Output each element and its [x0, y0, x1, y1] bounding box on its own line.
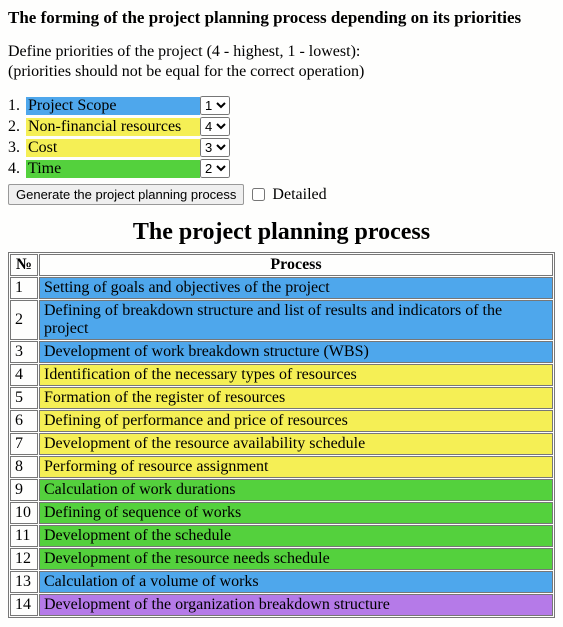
priority-row: 3.Cost 1234	[8, 138, 555, 157]
instructions-line1: Define priorities of the project (4 - hi…	[8, 43, 360, 60]
row-process: Calculation of work durations	[39, 479, 553, 501]
row-num: 14	[10, 594, 38, 616]
table-row: 13Calculation of a volume of works	[10, 571, 553, 593]
col-header-process: Process	[39, 254, 553, 276]
instructions: Define priorities of the project (4 - hi…	[8, 42, 555, 82]
priority-label: Cost	[26, 139, 200, 157]
priority-row: 2.Non-financial resources 1234	[8, 117, 555, 136]
priority-label: Non-financial resources	[26, 118, 200, 136]
row-process: Development of the organization breakdow…	[39, 594, 553, 616]
row-num: 1	[10, 277, 38, 299]
col-header-num: №	[10, 254, 38, 276]
priority-row: 1.Project Scope 1234	[8, 96, 555, 115]
priority-label: Project Scope	[26, 97, 200, 115]
priority-select[interactable]: 1234	[200, 159, 230, 178]
row-num: 10	[10, 502, 38, 524]
row-num: 7	[10, 433, 38, 455]
table-row: 7Development of the resource availabilit…	[10, 433, 553, 455]
process-title: The project planning process	[8, 219, 555, 246]
row-num: 3	[10, 341, 38, 363]
table-row: 1Setting of goals and objectives of the …	[10, 277, 553, 299]
row-process: Performing of resource assignment	[39, 456, 553, 478]
process-table: № Process 1Setting of goals and objectiv…	[8, 252, 555, 618]
priority-select[interactable]: 1234	[200, 117, 230, 136]
row-process: Defining of performance and price of res…	[39, 410, 553, 432]
row-process: Defining of sequence of works	[39, 502, 553, 524]
row-num: 12	[10, 548, 38, 570]
row-num: 8	[10, 456, 38, 478]
row-process: Calculation of a volume of works	[39, 571, 553, 593]
page-title: The forming of the project planning proc…	[8, 8, 555, 28]
priority-select[interactable]: 1234	[200, 96, 230, 115]
priority-num: 1.	[8, 97, 26, 115]
row-process: Defining of breakdown structure and list…	[39, 300, 553, 340]
table-row: 2Defining of breakdown structure and lis…	[10, 300, 553, 340]
table-row: 3Development of work breakdown structure…	[10, 341, 553, 363]
generate-button[interactable]: Generate the project planning process	[8, 184, 244, 205]
row-num: 6	[10, 410, 38, 432]
table-row: 6Defining of performance and price of re…	[10, 410, 553, 432]
row-process: Setting of goals and objectives of the p…	[39, 277, 553, 299]
table-row: 14Development of the organization breakd…	[10, 594, 553, 616]
row-num: 9	[10, 479, 38, 501]
table-row: 10Defining of sequence of works	[10, 502, 553, 524]
row-process: Development of work breakdown structure …	[39, 341, 553, 363]
priority-num: 3.	[8, 139, 26, 157]
priority-num: 4.	[8, 160, 26, 178]
table-header-row: № Process	[10, 254, 553, 276]
row-num: 4	[10, 364, 38, 386]
row-num: 13	[10, 571, 38, 593]
row-process: Formation of the register of resources	[39, 387, 553, 409]
row-process: Development of the schedule	[39, 525, 553, 547]
instructions-line2: (priorities should not be equal for the …	[8, 63, 364, 80]
row-process: Identification of the necessary types of…	[39, 364, 553, 386]
table-row: 4Identification of the necessary types o…	[10, 364, 553, 386]
table-row: 12Development of the resource needs sche…	[10, 548, 553, 570]
detailed-checkbox[interactable]	[252, 188, 265, 201]
table-row: 8Performing of resource assignment	[10, 456, 553, 478]
table-row: 11Development of the schedule	[10, 525, 553, 547]
row-num: 11	[10, 525, 38, 547]
priority-num: 2.	[8, 118, 26, 136]
table-row: 5Formation of the register of resources	[10, 387, 553, 409]
priority-label: Time	[26, 160, 200, 178]
priority-row: 4.Time 1234	[8, 159, 555, 178]
detailed-label: Detailed	[272, 186, 326, 204]
priority-select[interactable]: 1234	[200, 138, 230, 157]
table-row: 9Calculation of work durations	[10, 479, 553, 501]
row-num: 2	[10, 300, 38, 340]
row-num: 5	[10, 387, 38, 409]
row-process: Development of the resource availability…	[39, 433, 553, 455]
row-process: Development of the resource needs schedu…	[39, 548, 553, 570]
priority-list: 1.Project Scope 12342.Non-financial reso…	[8, 96, 555, 178]
